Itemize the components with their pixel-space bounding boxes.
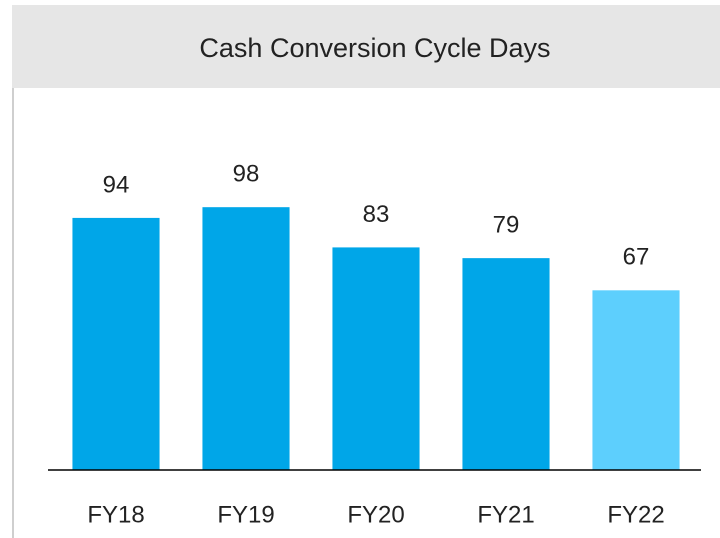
data-label: 67 — [623, 244, 650, 271]
data-label: 83 — [363, 201, 390, 228]
data-label: 79 — [493, 211, 520, 238]
bar — [72, 217, 160, 470]
bar — [202, 207, 290, 470]
bar — [592, 290, 680, 470]
data-label: 98 — [233, 161, 260, 188]
data-label: 94 — [103, 171, 130, 198]
x-tick-label: FY19 — [217, 501, 274, 528]
bar — [462, 258, 550, 470]
title-band — [12, 5, 720, 88]
x-tick-label: FY21 — [477, 501, 534, 528]
x-tick-label: FY20 — [347, 501, 404, 528]
chart-title: Cash Conversion Cycle Days — [199, 33, 550, 63]
bar — [332, 247, 420, 470]
x-tick-label: FY18 — [87, 501, 144, 528]
x-tick-label: FY22 — [607, 501, 664, 528]
